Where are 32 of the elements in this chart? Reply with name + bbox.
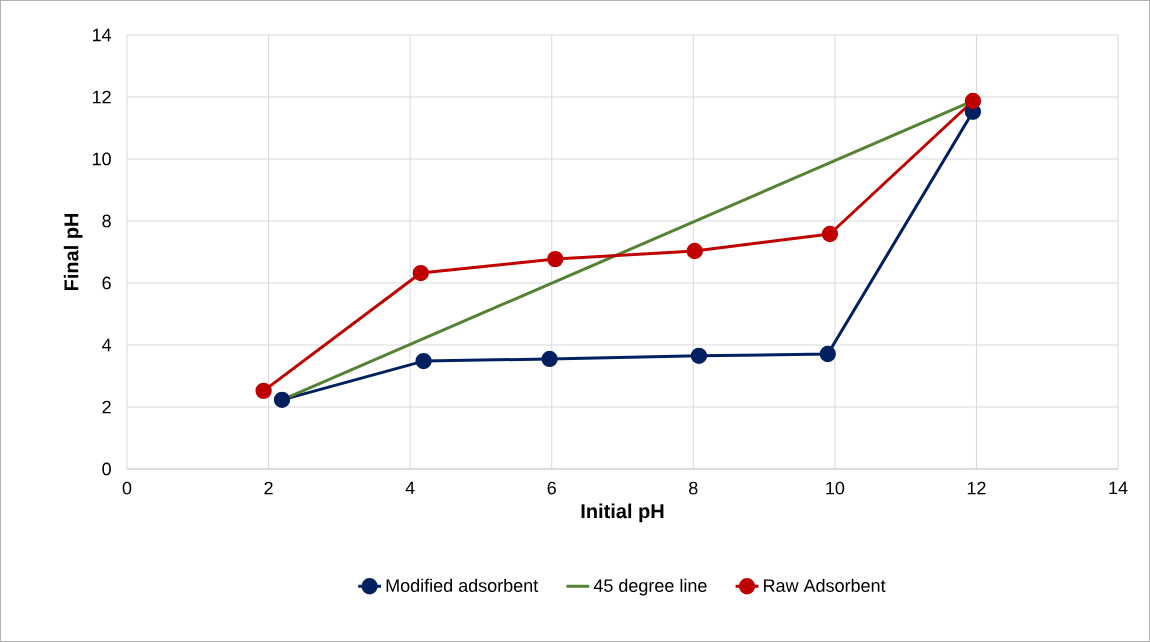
y-tick-label: 6 — [102, 276, 111, 290]
x-axis-title: Initial pH — [581, 503, 664, 523]
point — [255, 382, 272, 400]
x-tick-label: 4 — [405, 481, 415, 495]
y-tick-label: 4 — [102, 338, 112, 352]
legend-label: Raw Adsorbent — [764, 578, 886, 592]
y-tick-label: 14 — [92, 28, 112, 42]
point — [412, 264, 429, 282]
point — [686, 242, 703, 260]
x-tick-label: 12 — [967, 481, 986, 495]
point — [819, 345, 836, 363]
y-tick-label: 10 — [92, 152, 111, 166]
point — [273, 391, 291, 409]
point — [821, 225, 839, 243]
x-tick-label: 2 — [264, 481, 273, 495]
x-tick-label: 8 — [689, 481, 698, 495]
x-tick-label: 14 — [1109, 481, 1128, 495]
x-tick-label: 10 — [826, 481, 845, 495]
x-tick-label: 6 — [547, 481, 556, 495]
y-tick-label: 8 — [102, 214, 111, 228]
y-tick-label: 2 — [102, 400, 111, 414]
legend-label: Modified adsorbent — [386, 578, 539, 592]
legend-label: 45 degree line — [593, 578, 707, 596]
point — [690, 347, 708, 365]
y-tick-label: 12 — [92, 90, 111, 104]
point — [964, 92, 982, 110]
x-tick-label: 0 — [122, 481, 132, 495]
point — [541, 350, 558, 368]
point — [415, 352, 432, 370]
y-axis-title: Final pH — [63, 213, 83, 291]
y-tick-label: 0 — [102, 462, 111, 476]
point — [547, 250, 564, 268]
